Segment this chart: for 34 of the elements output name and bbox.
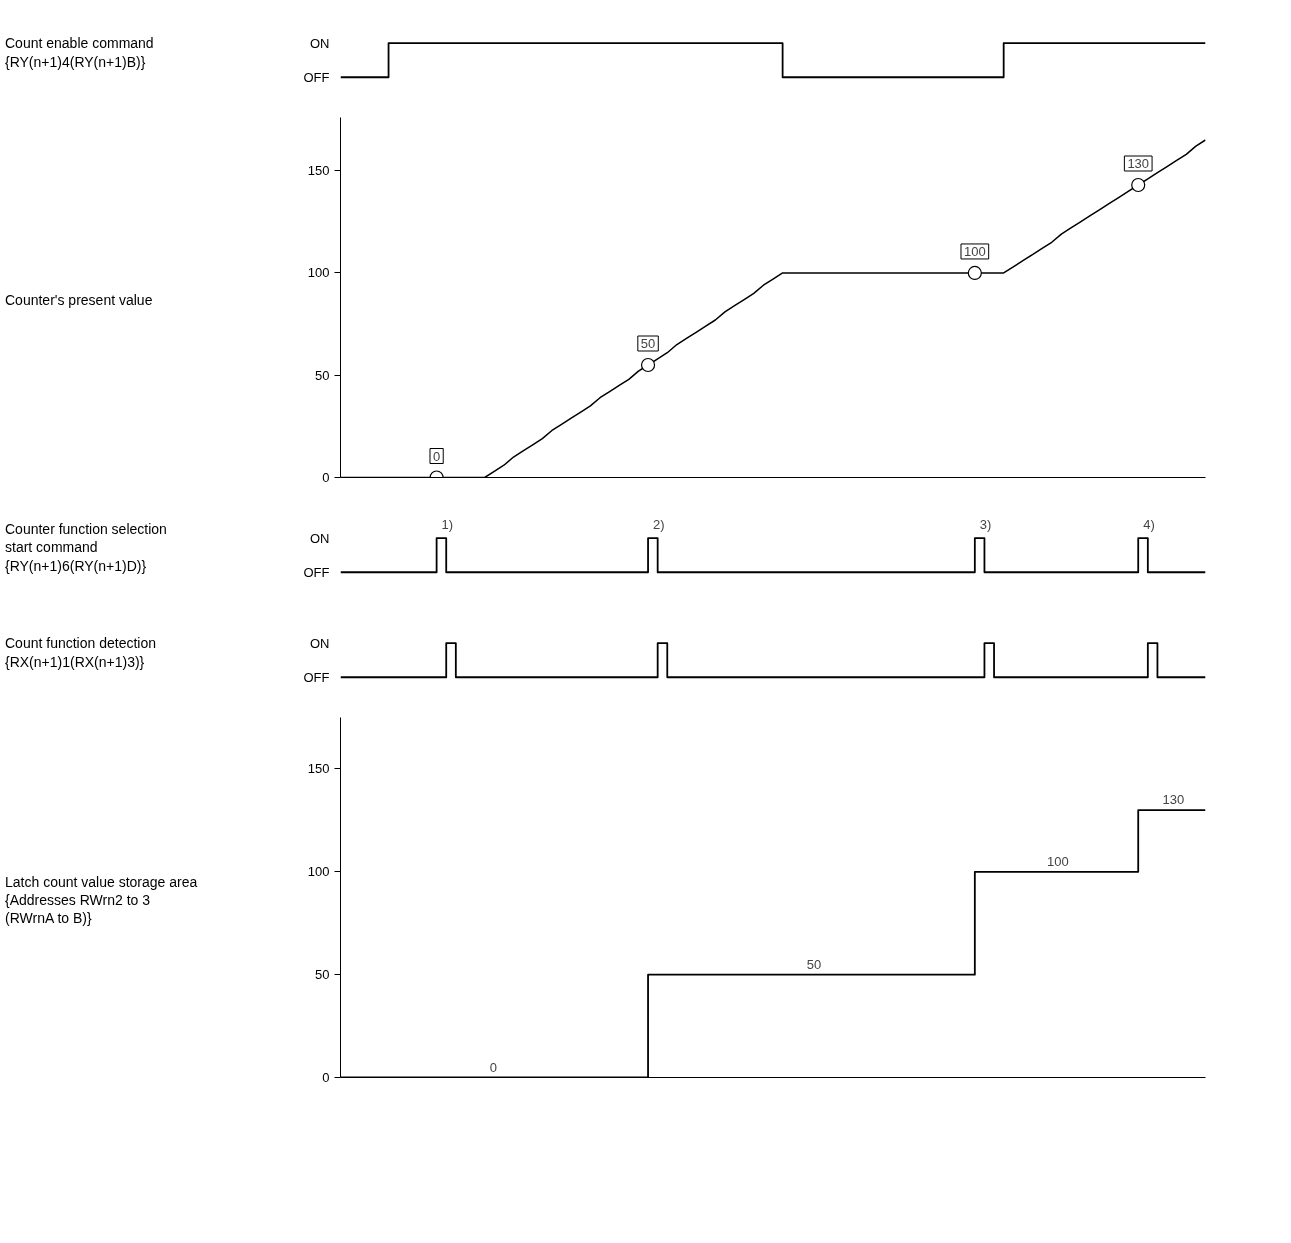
y-tick-label: 100 (307, 864, 330, 880)
text: 1) (441, 517, 454, 533)
y-tick-label: 100 (307, 265, 330, 281)
point (967, 265, 982, 281)
annotation: 100 (963, 243, 986, 259)
y-tick-label: 50 (315, 967, 330, 983)
category-label: OFF (303, 564, 330, 580)
y-axis-title: Count enable command {RY(n+1)4(RY(n+1)B)} (5, 34, 154, 72)
text: 2) (653, 517, 665, 533)
category-label: OFF (303, 669, 330, 685)
data-label: 100 (1047, 853, 1069, 869)
y-tick-label: 150 (307, 163, 330, 179)
annotation: 0 (433, 448, 441, 464)
data-label: 0 (489, 1059, 497, 1075)
y-axis-title: Counter's present value (5, 290, 153, 310)
y-tick-label: 0 (322, 1070, 330, 1085)
data-label: 130 (1162, 792, 1185, 808)
data-label: 50 (806, 956, 822, 972)
text: 4) (1143, 517, 1155, 533)
y-tick-label: 150 (307, 761, 330, 777)
point (1131, 177, 1146, 193)
category-label: ON (310, 35, 330, 51)
y-tick-label: 50 (315, 367, 330, 383)
annotation: 130 (1127, 156, 1150, 171)
y-axis-title: Count function detection {RX(n+1)1(RX(n+1)3)} (5, 634, 156, 672)
annotation: 50 (640, 336, 656, 351)
y-axis-title: Latch count value storage area {Addresses RWrn2 to 3 (RWrnA to B)} (5, 872, 198, 929)
y-tick-label: 0 (322, 470, 330, 485)
text: 3) (979, 517, 992, 533)
category-label: ON (310, 530, 330, 546)
y-axis-title: Counter function selection start command {RY(n+1)6(RY(n+1)D)} (5, 520, 167, 576)
category-label: OFF (303, 69, 330, 85)
point (640, 357, 656, 373)
category-label: ON (310, 635, 330, 651)
